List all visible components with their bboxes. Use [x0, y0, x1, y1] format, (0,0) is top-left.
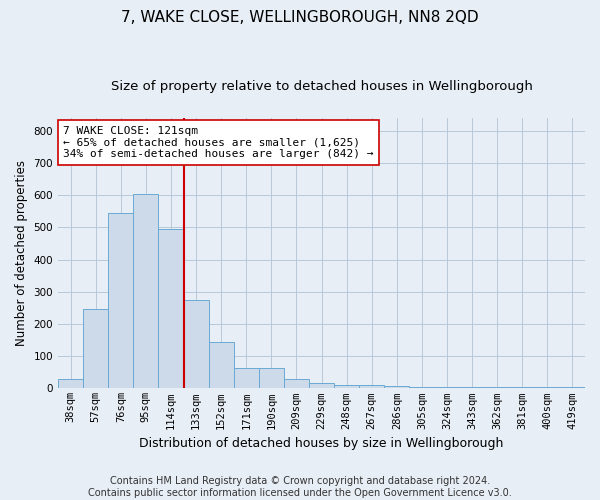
Text: 7, WAKE CLOSE, WELLINGBOROUGH, NN8 2QD: 7, WAKE CLOSE, WELLINGBOROUGH, NN8 2QD: [121, 10, 479, 25]
Text: 7 WAKE CLOSE: 121sqm
← 65% of detached houses are smaller (1,625)
34% of semi-de: 7 WAKE CLOSE: 121sqm ← 65% of detached h…: [64, 126, 374, 159]
X-axis label: Distribution of detached houses by size in Wellingborough: Distribution of detached houses by size …: [139, 437, 504, 450]
Bar: [158, 229, 184, 388]
Bar: [284, 378, 309, 388]
Bar: [485, 387, 510, 388]
Bar: [83, 310, 108, 388]
Bar: [233, 368, 259, 388]
Bar: [133, 194, 158, 388]
Text: Contains HM Land Registry data © Crown copyright and database right 2024.
Contai: Contains HM Land Registry data © Crown c…: [88, 476, 512, 498]
Bar: [108, 213, 133, 388]
Bar: [58, 378, 83, 388]
Bar: [184, 300, 209, 388]
Bar: [510, 387, 535, 388]
Bar: [309, 383, 334, 388]
Title: Size of property relative to detached houses in Wellingborough: Size of property relative to detached ho…: [110, 80, 532, 93]
Bar: [460, 387, 485, 388]
Bar: [409, 387, 434, 388]
Bar: [359, 384, 384, 388]
Bar: [259, 368, 284, 388]
Bar: [535, 387, 560, 388]
Bar: [209, 342, 233, 388]
Bar: [434, 387, 460, 388]
Bar: [384, 386, 409, 388]
Y-axis label: Number of detached properties: Number of detached properties: [15, 160, 28, 346]
Bar: [334, 384, 359, 388]
